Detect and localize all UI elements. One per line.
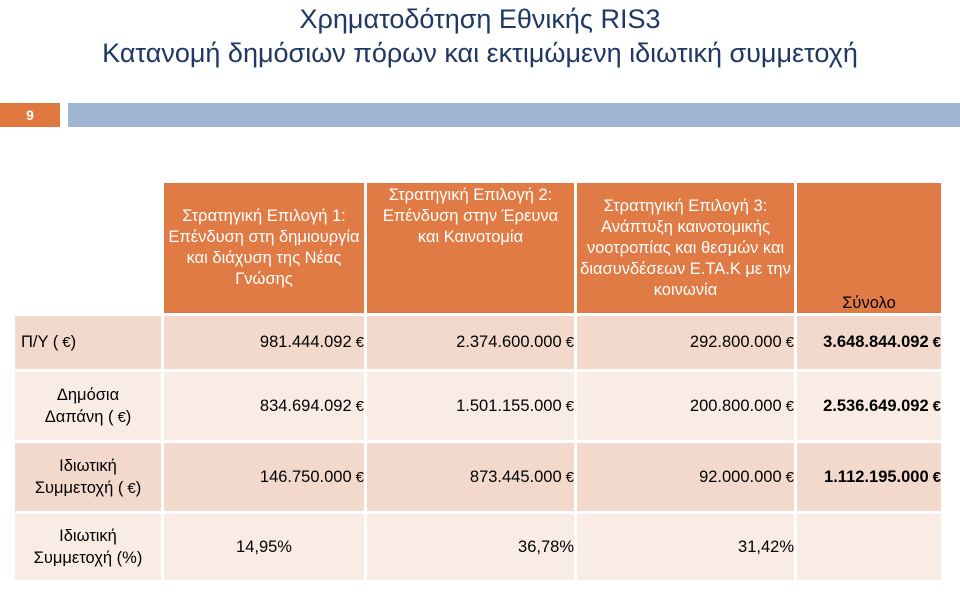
header-strategy-3: Στρατηγική Επιλογή 3: Ανάπτυξη καινοτομι… [577,183,794,313]
header-total: Σύνολο [797,183,941,313]
euro-icon: € [355,468,364,486]
header-strategy-1-label: Στρατηγική Επιλογή 1: Επένδυση στη δημιο… [168,207,360,288]
header-strategy-2: Στρατηγική Επιλογή 2: Επένδυση στην Έρευ… [367,183,574,313]
euro-icon: € [932,397,941,415]
slide-title: Χρηματοδότηση Εθνικής RIS3 [299,4,661,34]
euro-icon: € [785,334,794,351]
row-label-private-participation-percent: Ιδιωτική Συμμετοχή (%) [15,514,161,580]
cell-value: 292.800.000 € [577,316,794,369]
header-total-label: Σύνολο [842,294,896,312]
row-label-budget: Π/Υ (€) [15,316,161,369]
cell-value: 2.374.600.000 € [367,316,574,369]
cell-value: 873.445.000 € [367,443,574,511]
euro-icon: € [127,479,136,497]
funding-table: Στρατηγική Επιλογή 1: Επένδυση στη δημιο… [12,180,944,583]
header-strategy-3-label: Στρατηγική Επιλογή 3: Ανάπτυξη καινοτομι… [580,196,791,299]
euro-icon: € [565,334,574,351]
cell-value: 981.444.092 € [164,316,364,369]
cell-total: 1.112.195.000 € [797,443,941,511]
table-row: Ιδιωτική Συμμετοχή (€) 146.750.000 € 873.4… [15,443,941,511]
cell-value: 834.694.092 € [164,372,364,440]
row-label-public-expenditure: Δημόσια Δαπάνη (€) [15,372,161,440]
header-strategy-2-label: Στρατηγική Επιλογή 2: Επένδυση στην Έρευ… [382,186,559,246]
cell-total: 2.536.649.092 € [797,372,941,440]
euro-icon: € [785,468,794,486]
euro-icon: € [355,397,364,415]
euro-icon: € [932,468,941,486]
cell-value: 1.501.155.000 € [367,372,574,440]
cell-total: 3.648.844.092 € [797,316,941,369]
cell-value: 14,95% [164,514,364,580]
slide-number-badge: 9 [0,103,60,127]
euro-icon: € [565,397,574,415]
euro-icon: € [785,397,794,415]
row-label-private-participation: Ιδιωτική Συμμετοχή (€) [15,443,161,511]
euro-icon: € [355,334,364,351]
cell-value: 36,78% [367,514,574,580]
header-empty-cell [15,183,161,313]
euro-icon: € [117,408,126,426]
cell-total [797,514,941,580]
header-strategy-1: Στρατηγική Επιλογή 1: Επένδυση στη δημιο… [164,183,364,313]
table-row: Π/Υ (€) 981.444.092 € 2.374.600.000 € 292.… [15,316,941,369]
slide-subtitle: Κατανομή δημόσιων πόρων και εκτιμώμενη ι… [102,38,858,68]
header-divider-bar [68,103,960,127]
table-row: Ιδιωτική Συμμετοχή (%) 14,95% 36,78% 31,4… [15,514,941,580]
table-row: Δημόσια Δαπάνη (€) 834.694.092 € 1.501.155… [15,372,941,440]
euro-icon: € [932,334,941,351]
table-header-row: Στρατηγική Επιλογή 1: Επένδυση στη δημιο… [15,183,941,313]
euro-icon: € [62,334,71,351]
cell-value: 92.000.000 € [577,443,794,511]
cell-value: 146.750.000 € [164,443,364,511]
cell-value: 31,42% [577,514,794,580]
euro-icon: € [565,468,574,486]
cell-value: 200.800.000 € [577,372,794,440]
